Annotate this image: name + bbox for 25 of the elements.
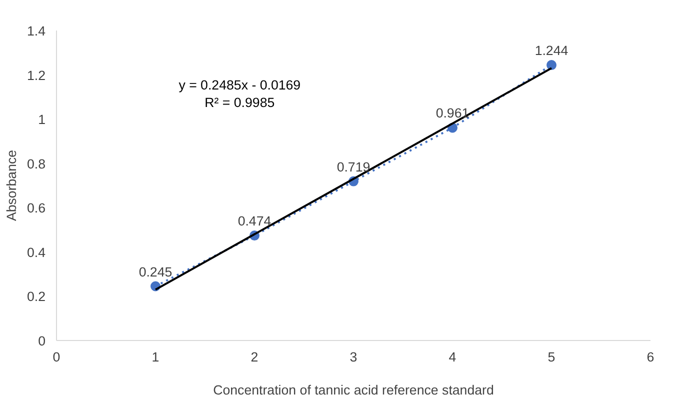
y-tick-label: 1 [38,112,46,128]
data-label: 1.244 [534,43,569,58]
x-axis-title: Concentration of tannic acid reference standard [213,382,494,398]
data-label: 0.245 [138,264,172,280]
x-tick-label: 6 [646,350,654,364]
x-tick-label: 5 [548,350,556,364]
y-tick-label: 1.2 [26,68,46,83]
x-tick-label: 2 [250,350,258,364]
y-tick-label: 0.6 [26,200,46,216]
y-tick-label: 1.4 [26,24,46,38]
x-tick-label: 0 [52,350,60,364]
y-tick-label: 0 [38,334,46,348]
x-tick-label: 1 [152,350,160,364]
data-label: 0.474 [238,214,272,229]
data-label: 0.719 [336,159,370,174]
annotation: y = 0.2485x - 0.0169 [178,78,301,92]
y-axis-title: Absorbance [4,150,19,222]
data-label: 0.961 [436,106,470,121]
y-tick-label: 0.2 [26,289,46,304]
x-tick-label: 3 [350,350,358,364]
annotation: R² = 0.9985 [204,95,275,110]
point [546,60,556,70]
x-tick-label: 4 [448,350,457,364]
y-tick-label: 0.8 [26,156,46,172]
y-tick-label: 0.4 [26,244,46,260]
